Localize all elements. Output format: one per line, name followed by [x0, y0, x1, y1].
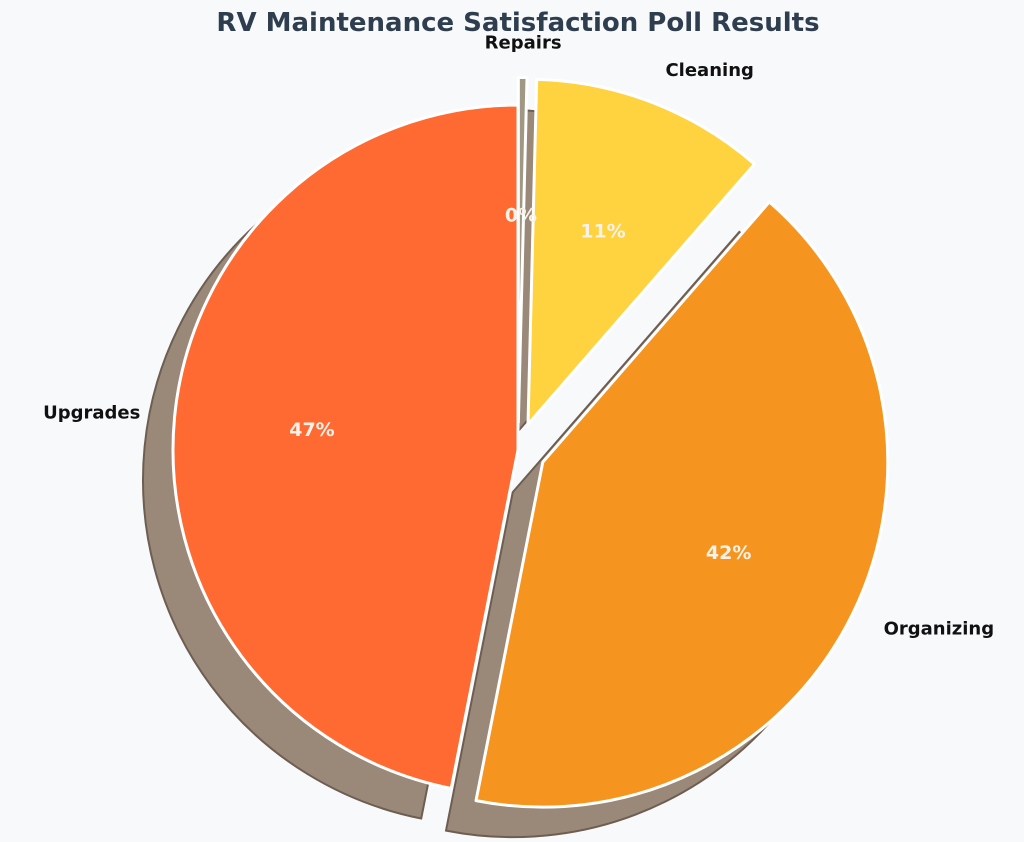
- slice-repairs: [516, 75, 529, 424]
- slice-label-repairs: Repairs: [485, 32, 562, 53]
- chart-title: RV Maintenance Satisfaction Poll Results: [216, 8, 819, 38]
- pct-label-organizing: 42%: [706, 542, 751, 564]
- slice-organizing: [474, 200, 890, 809]
- slice-label-organizing: Organizing: [884, 619, 995, 640]
- slice-label-cleaning: Cleaning: [665, 60, 753, 81]
- pct-label-cleaning: 11%: [580, 220, 625, 242]
- slice-upgrades: [171, 103, 520, 790]
- percentage-labels: 0% 11% 42% 47%: [289, 204, 751, 564]
- category-labels: Repairs Cleaning Organizing Upgrades: [43, 32, 994, 639]
- pie-slices: [171, 75, 890, 809]
- pct-label-upgrades: 47%: [289, 419, 334, 441]
- slice-cleaning: [526, 77, 757, 426]
- pct-label-repairs: 0%: [505, 204, 537, 226]
- slice-label-upgrades: Upgrades: [43, 403, 140, 424]
